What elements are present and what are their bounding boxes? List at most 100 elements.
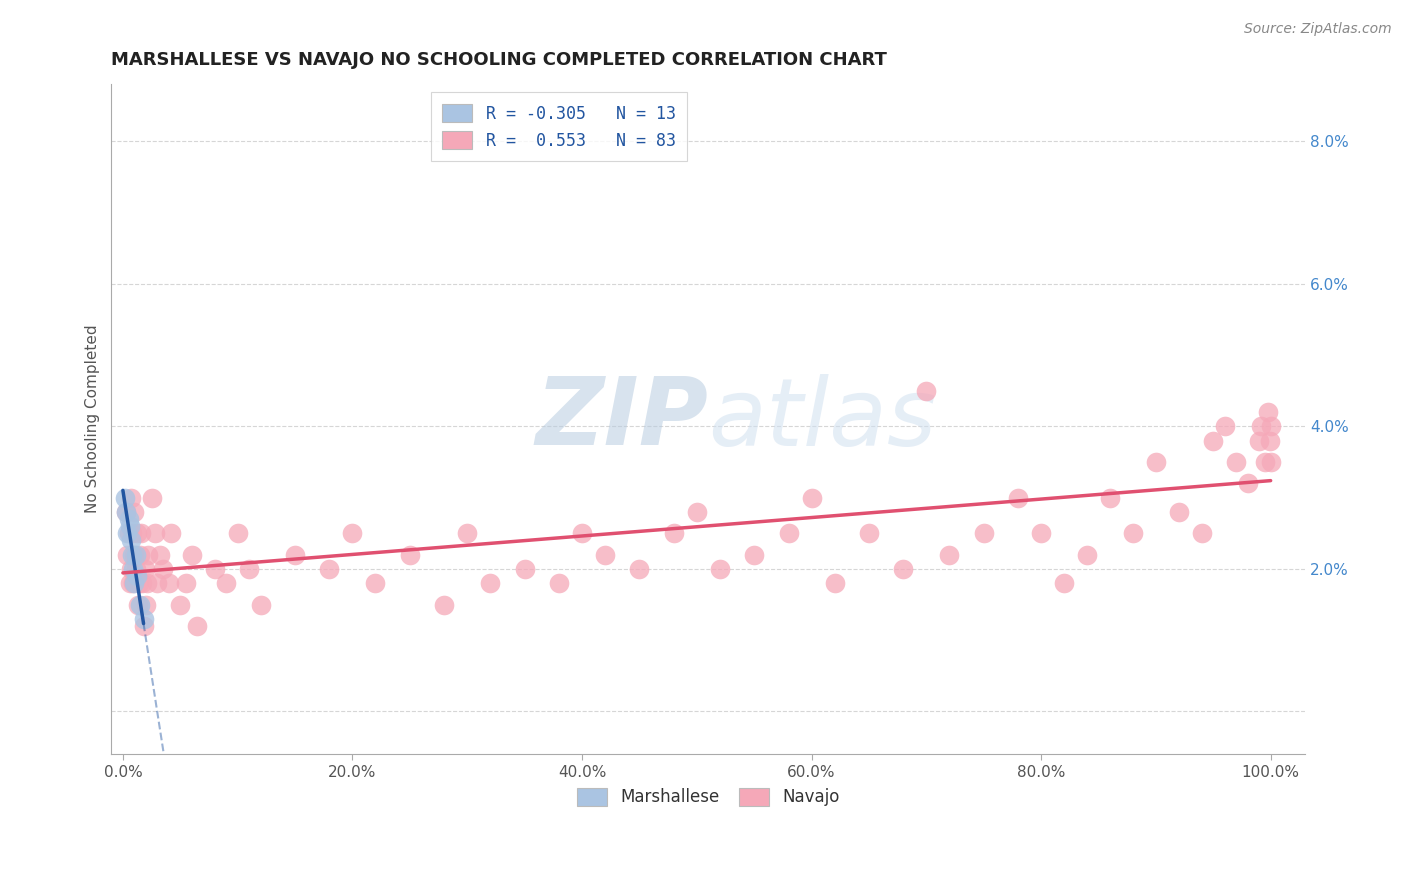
Point — [249, 598, 271, 612]
Point — [1029, 526, 1052, 541]
Point — [125, 569, 148, 583]
Point — [124, 548, 146, 562]
Point — [143, 526, 166, 541]
Point — [117, 548, 139, 562]
Point — [132, 612, 155, 626]
Point — [157, 576, 180, 591]
Point — [122, 576, 145, 591]
Point — [938, 548, 960, 562]
Point — [479, 576, 502, 591]
Point — [134, 562, 156, 576]
Point — [571, 526, 593, 541]
Point — [742, 548, 765, 562]
Point — [121, 526, 143, 541]
Point — [117, 526, 139, 541]
Point — [364, 576, 387, 591]
Point — [1167, 505, 1189, 519]
Point — [204, 562, 226, 576]
Point — [284, 548, 307, 562]
Point — [513, 562, 536, 576]
Point — [548, 576, 571, 591]
Point — [129, 548, 152, 562]
Point — [152, 562, 174, 576]
Point — [973, 526, 995, 541]
Point — [1191, 526, 1213, 541]
Point — [662, 526, 685, 541]
Point — [128, 576, 150, 591]
Y-axis label: No Schooling Completed: No Schooling Completed — [86, 325, 100, 514]
Point — [824, 576, 846, 591]
Point — [124, 562, 146, 576]
Point — [186, 619, 208, 633]
Point — [135, 598, 157, 612]
Point — [1007, 491, 1029, 505]
Point — [433, 598, 456, 612]
Point — [1213, 419, 1236, 434]
Point — [1122, 526, 1144, 541]
Point — [215, 576, 238, 591]
Point — [120, 533, 142, 548]
Text: Source: ZipAtlas.com: Source: ZipAtlas.com — [1244, 22, 1392, 37]
Text: MARSHALLESE VS NAVAJO NO SCHOOLING COMPLETED CORRELATION CHART: MARSHALLESE VS NAVAJO NO SCHOOLING COMPL… — [111, 51, 887, 69]
Point — [117, 526, 139, 541]
Point — [132, 619, 155, 633]
Point — [180, 548, 202, 562]
Point — [593, 548, 616, 562]
Point — [136, 548, 159, 562]
Legend: Marshallese, Navajo: Marshallese, Navajo — [569, 780, 846, 813]
Point — [628, 562, 651, 576]
Point — [141, 491, 163, 505]
Point — [1250, 419, 1272, 434]
Point — [124, 548, 146, 562]
Point — [122, 562, 145, 576]
Point — [1258, 434, 1281, 448]
Point — [136, 576, 159, 591]
Point — [117, 512, 139, 526]
Point — [1144, 455, 1167, 469]
Point — [146, 576, 169, 591]
Point — [174, 576, 197, 591]
Point — [1257, 405, 1279, 419]
Point — [129, 526, 152, 541]
Point — [1225, 455, 1247, 469]
Point — [124, 505, 146, 519]
Point — [121, 548, 143, 562]
Point — [169, 598, 191, 612]
Point — [318, 562, 340, 576]
Text: atlas: atlas — [709, 374, 936, 465]
Point — [120, 491, 142, 505]
Point — [124, 576, 146, 591]
Point — [398, 548, 420, 562]
Point — [1202, 434, 1225, 448]
Point — [915, 384, 938, 398]
Point — [686, 505, 709, 519]
Point — [115, 505, 138, 519]
Point — [160, 526, 183, 541]
Point — [114, 491, 136, 505]
Point — [129, 598, 152, 612]
Point — [1260, 455, 1282, 469]
Point — [1076, 548, 1098, 562]
Point — [1249, 434, 1271, 448]
Point — [1053, 576, 1076, 591]
Point — [118, 519, 141, 533]
Point — [456, 526, 478, 541]
Point — [1236, 476, 1258, 491]
Point — [893, 562, 915, 576]
Point — [1098, 491, 1121, 505]
Text: ZIP: ZIP — [536, 373, 709, 465]
Point — [858, 526, 880, 541]
Point — [125, 526, 148, 541]
Point — [800, 491, 823, 505]
Point — [149, 548, 172, 562]
Point — [238, 562, 260, 576]
Point — [226, 526, 249, 541]
Point — [118, 576, 141, 591]
Point — [709, 562, 731, 576]
Point — [120, 562, 142, 576]
Point — [115, 505, 138, 519]
Point — [1260, 419, 1282, 434]
Point — [131, 576, 153, 591]
Point — [127, 598, 149, 612]
Point — [778, 526, 800, 541]
